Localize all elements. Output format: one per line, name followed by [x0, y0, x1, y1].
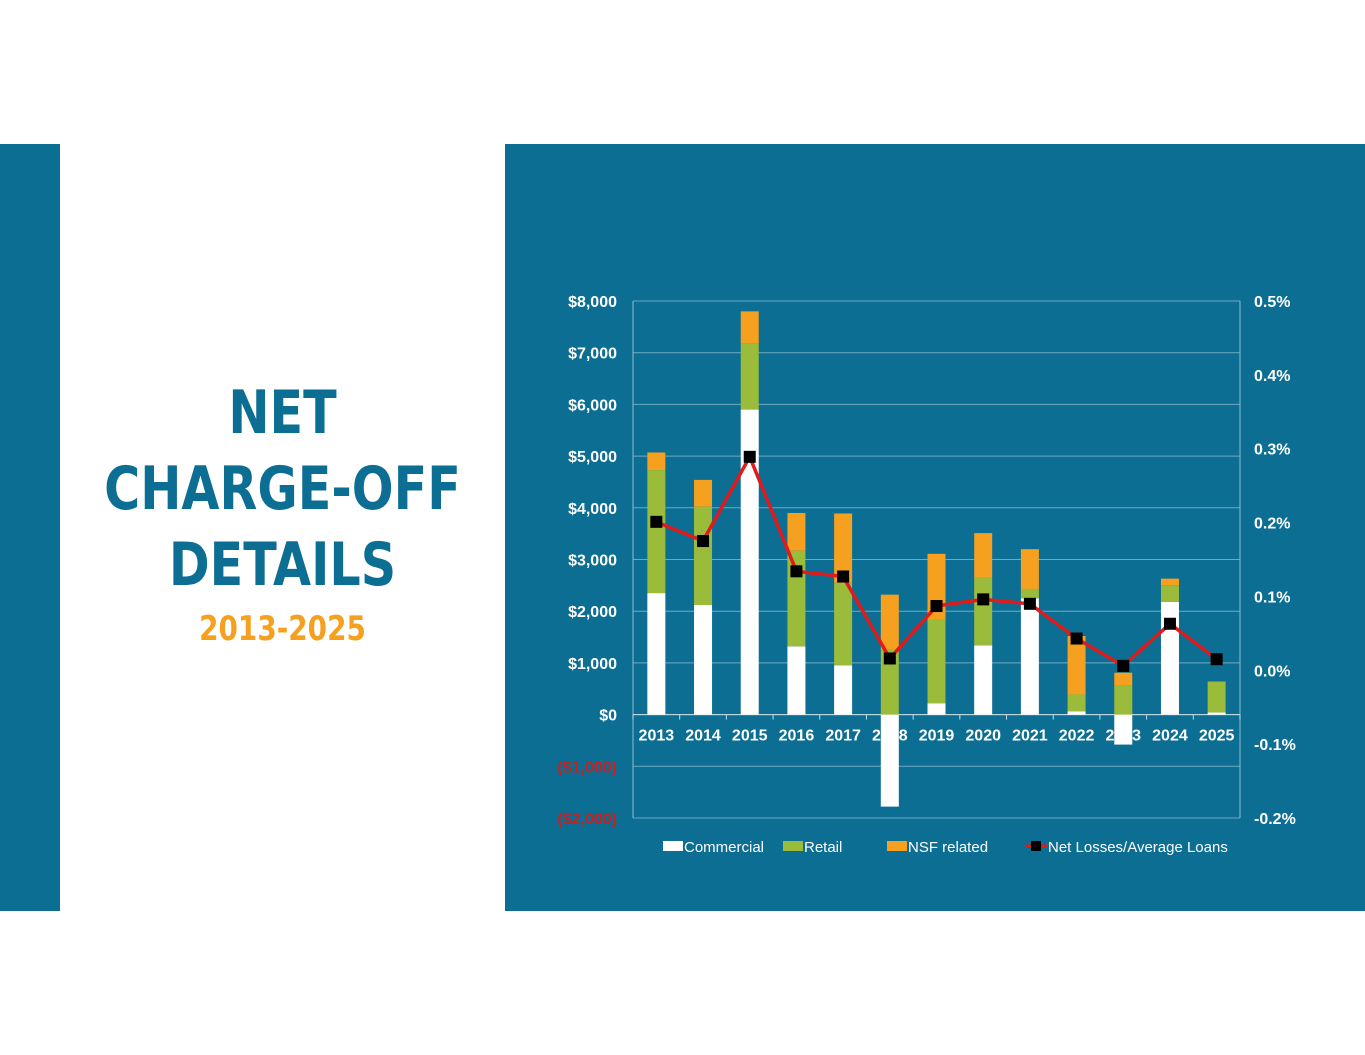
legend-commercial-swatch: [663, 841, 683, 851]
bar-retail: [787, 550, 806, 647]
y-right-tick-label: 0.2%: [1254, 516, 1290, 533]
y-right-tick-label: -0.1%: [1254, 737, 1296, 754]
x-tick-label: 2019: [919, 728, 955, 745]
legend-retail-swatch: [783, 841, 803, 851]
bar-commercial: [647, 593, 666, 715]
bar-retail: [647, 470, 666, 594]
legend-commercial-label: Commercial: [684, 839, 764, 856]
net-losses-point: [1117, 659, 1130, 672]
bar-commercial: [974, 645, 993, 715]
x-tick-label: 2024: [1152, 728, 1188, 745]
y-right-tick-label: 0.3%: [1254, 442, 1290, 459]
legend-nsf-related-label: NSF related: [908, 839, 988, 856]
bar-retail: [1160, 585, 1179, 602]
y-left-tick-label: $0: [599, 708, 617, 725]
bar-nsf-related: [1067, 636, 1086, 695]
bar-nsf-related: [647, 452, 666, 471]
bar-nsf-related: [1114, 672, 1133, 686]
bar-commercial: [1020, 598, 1039, 715]
net-losses-point: [1163, 617, 1176, 630]
bar-commercial: [1114, 714, 1133, 745]
net-losses-point: [697, 535, 710, 548]
x-tick-label: 2023: [1105, 728, 1141, 745]
left-accent-bar: [0, 144, 60, 911]
x-tick-label: 2015: [732, 728, 768, 745]
bar-commercial: [694, 604, 713, 715]
net-losses-point: [977, 593, 990, 606]
title-block: NET CHARGE-OFF DETAILS 2013-2025: [60, 375, 505, 649]
x-tick-label: 2013: [639, 728, 675, 745]
bar-nsf-related: [740, 311, 759, 344]
x-tick-label: 2016: [779, 728, 815, 745]
net-losses-point: [883, 652, 896, 665]
chart-panel: $8,000 $7,000 $6,000 $5,000 $4,000 $3,000 $2,0…: [505, 144, 1365, 911]
bar-commercial: [787, 646, 806, 715]
bar-nsf-related: [974, 533, 993, 578]
bar-retail: [834, 582, 853, 666]
bar-retail: [1067, 694, 1086, 712]
y-left-tick-label: $2,000: [568, 604, 617, 621]
bar-retail: [1020, 588, 1039, 599]
legend-net-losses-label: Net Losses/Average Loans: [1048, 839, 1228, 856]
x-tick-label: 2014: [685, 728, 721, 745]
legend-net-losses-swatch-marker: [1031, 841, 1041, 851]
y-left-tick-label: $3,000: [568, 553, 617, 570]
bar-nsf-related: [694, 479, 713, 507]
net-losses-point: [837, 570, 850, 583]
bar-nsf-related: [880, 594, 899, 650]
bar-retail: [974, 577, 993, 646]
y-right-tick-label: 0.4%: [1254, 368, 1290, 385]
net-losses-point: [790, 565, 803, 578]
title-line-1: NET: [228, 378, 337, 448]
y-right-tick-label: 0.0%: [1254, 663, 1290, 680]
net-losses-point: [1210, 653, 1223, 666]
x-tick-label: 2022: [1059, 728, 1095, 745]
x-tick-label: 2017: [825, 728, 861, 745]
y-right-tick-label: 0.1%: [1254, 589, 1290, 606]
bar-retail: [740, 343, 759, 410]
y-left-tick-label: $5,000: [568, 449, 617, 466]
bar-retail: [1207, 681, 1226, 713]
bar-commercial: [1207, 712, 1226, 715]
bar-retail: [880, 649, 899, 715]
x-tick-label: 2021: [1012, 728, 1048, 745]
subtitle-years: 2013-2025: [199, 609, 366, 649]
y-right-tick-label: 0.5%: [1254, 294, 1290, 311]
x-tick-label: 2018: [872, 728, 908, 745]
net-losses-point: [930, 600, 943, 613]
y-left-tick-label: $6,000: [568, 397, 617, 414]
bar-nsf-related: [787, 512, 806, 551]
bar-nsf-related: [834, 513, 853, 583]
bar-retail: [927, 619, 946, 704]
chart: $8,000 $7,000 $6,000 $5,000 $4,000 $3,000 $2,0…: [557, 294, 1296, 856]
title-line-3: DETAILS: [168, 530, 397, 600]
y-left-tick-label: $7,000: [568, 346, 617, 363]
net-losses-point: [650, 515, 663, 528]
title-line-2: CHARGE-OFF: [104, 454, 461, 524]
bar-commercial: [834, 665, 853, 715]
bar-commercial: [927, 703, 946, 715]
bar-nsf-related: [1020, 549, 1039, 589]
net-losses-point: [1023, 597, 1036, 610]
y-left-tick-label: $8,000: [568, 294, 617, 311]
net-losses-point: [743, 450, 756, 463]
y-left-tick-label: ($2,000): [557, 811, 617, 828]
bar-retail: [1114, 685, 1133, 715]
bar-commercial: [740, 409, 759, 715]
bar-nsf-related: [1160, 578, 1179, 586]
y-right-tick-label: -0.2%: [1254, 811, 1296, 828]
y-left-tick-label: $1,000: [568, 656, 617, 673]
legend-retail-label: Retail: [804, 839, 842, 856]
legend-nsf-related-swatch: [887, 841, 907, 851]
x-tick-label: 2020: [965, 728, 1001, 745]
net-losses-point: [1070, 632, 1083, 645]
bar-commercial: [880, 714, 899, 807]
x-tick-label: 2025: [1199, 728, 1235, 745]
bar-commercial: [1067, 711, 1086, 715]
y-left-tick-label: ($1,000): [557, 759, 617, 776]
bar-retail: [694, 506, 713, 605]
y-left-tick-label: $4,000: [568, 501, 617, 518]
